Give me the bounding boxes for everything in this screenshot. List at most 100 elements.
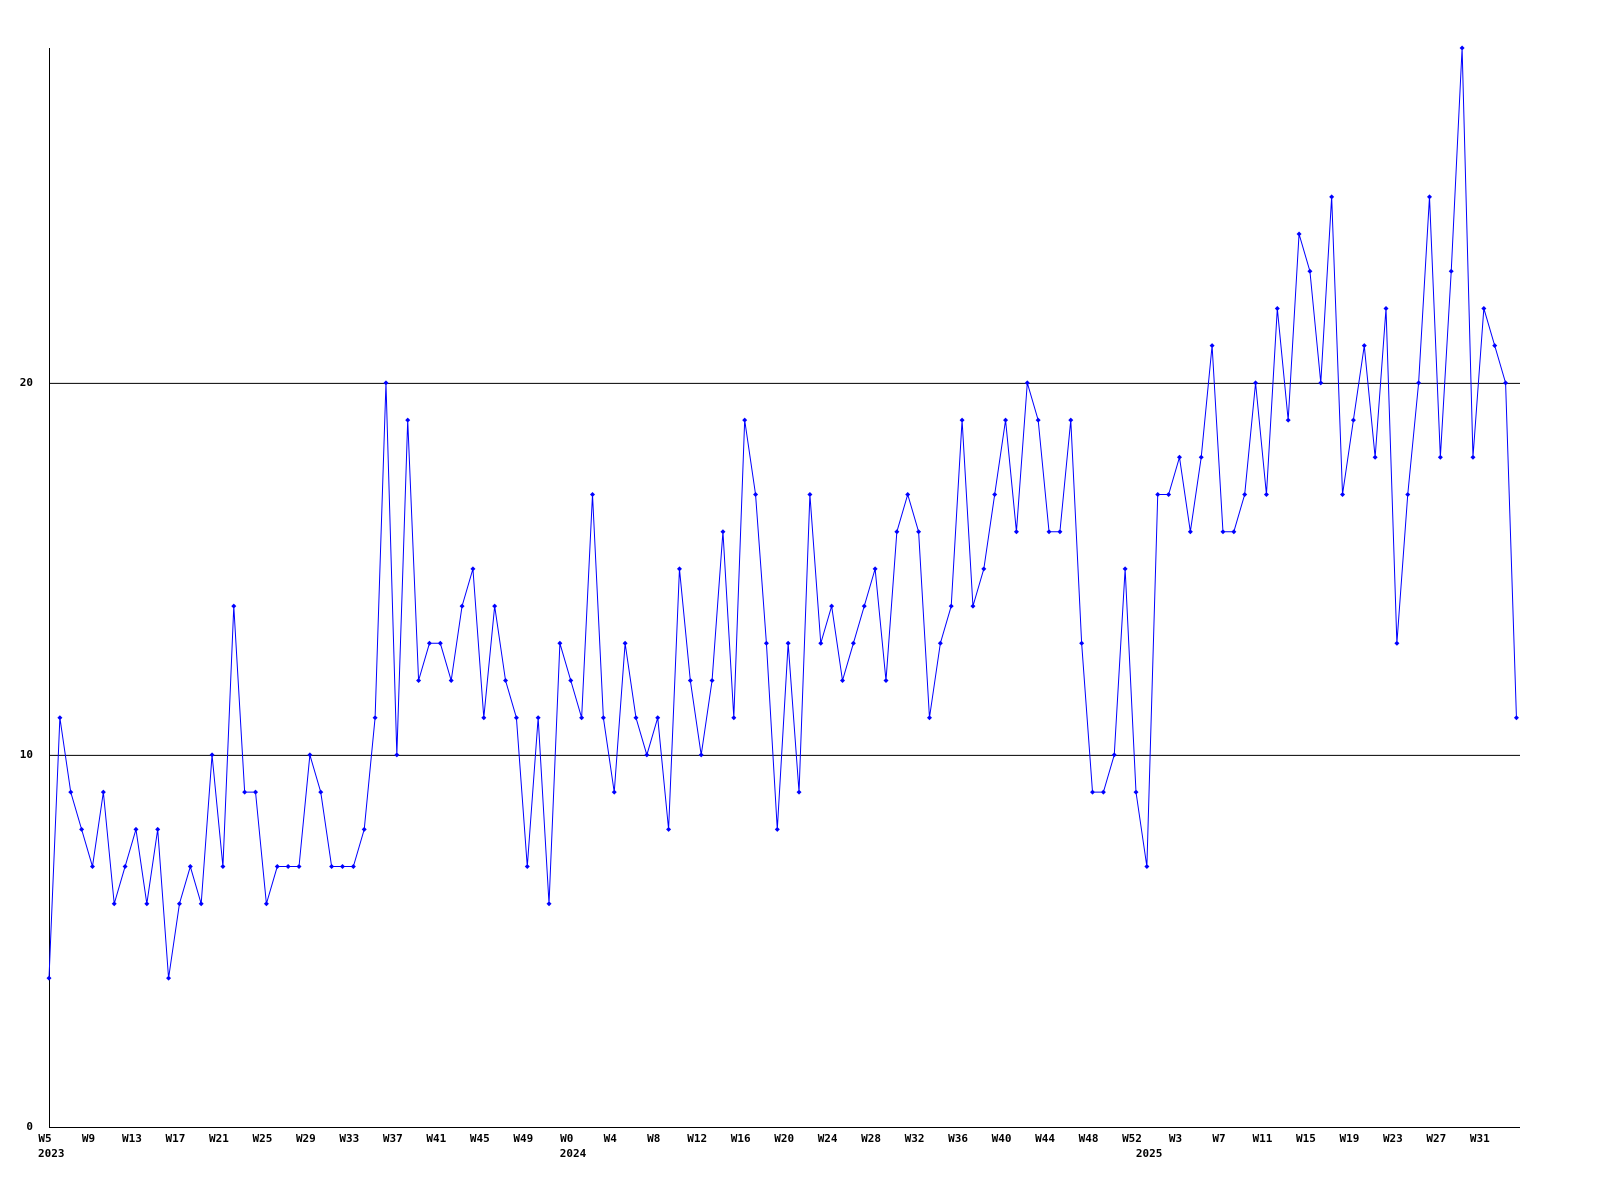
point-marker (1155, 491, 1161, 497)
point-marker (274, 864, 280, 870)
x-tick-label: W28 (861, 1132, 881, 1145)
x-tick-label: W31 (1470, 1132, 1490, 1145)
point-marker (133, 826, 139, 832)
point-marker (970, 603, 976, 609)
x-tick-label: W23 (1383, 1132, 1403, 1145)
point-marker (416, 678, 422, 684)
point-marker (926, 715, 932, 721)
point-marker (1209, 343, 1215, 349)
point-marker (1340, 491, 1346, 497)
point-marker (329, 864, 335, 870)
point-marker (1448, 268, 1454, 274)
x-tick-label: W37 (383, 1132, 403, 1145)
point-marker (1383, 305, 1389, 311)
point-marker (426, 640, 432, 646)
point-marker (231, 603, 237, 609)
point-marker (546, 901, 552, 907)
x-tick-label: W21 (209, 1132, 229, 1145)
y-tick-label: 10 (20, 748, 33, 761)
point-marker (676, 566, 682, 572)
point-marker (1503, 380, 1509, 386)
point-marker (187, 864, 193, 870)
point-marker (1133, 789, 1139, 795)
point-marker (850, 640, 856, 646)
x-tick-label: W20 (774, 1132, 794, 1145)
x-tick-label: W3 (1169, 1132, 1182, 1145)
point-marker (1481, 305, 1487, 311)
point-marker (1068, 417, 1074, 423)
point-marker (1296, 231, 1302, 237)
point-marker (1187, 529, 1193, 535)
point-marker (1437, 454, 1443, 460)
point-marker (492, 603, 498, 609)
x-tick-label: W45 (470, 1132, 490, 1145)
x-tick-label: W17 (166, 1132, 186, 1145)
point-marker (111, 901, 117, 907)
point-marker (774, 826, 780, 832)
y-tick-label: 20 (20, 376, 33, 389)
point-marker (372, 715, 378, 721)
point-marker (1285, 417, 1291, 423)
point-marker (622, 640, 628, 646)
point-marker (1035, 417, 1041, 423)
x-tick-label: W11 (1253, 1132, 1273, 1145)
point-marker (1253, 380, 1259, 386)
point-marker (285, 864, 291, 870)
x-tick-label: W44 (1035, 1132, 1055, 1145)
point-marker (742, 417, 748, 423)
point-marker (709, 678, 715, 684)
year-label: 2023 (38, 1147, 65, 1160)
point-marker (481, 715, 487, 721)
point-marker (405, 417, 411, 423)
x-tick-label: W41 (426, 1132, 446, 1145)
point-marker (818, 640, 824, 646)
line (48, 47, 1517, 979)
point-marker (524, 864, 530, 870)
point-marker (731, 715, 737, 721)
x-tick-label: W13 (122, 1132, 142, 1145)
x-tick-label: W5 (38, 1132, 51, 1145)
x-tick-label: W48 (1079, 1132, 1099, 1145)
point-marker (861, 603, 867, 609)
point-marker (79, 826, 85, 832)
point-marker (1361, 343, 1367, 349)
x-tick-label: W19 (1339, 1132, 1359, 1145)
point-marker (1003, 417, 1009, 423)
point-marker (198, 901, 204, 907)
point-marker (829, 603, 835, 609)
point-marker (1394, 640, 1400, 646)
point-marker (1122, 566, 1128, 572)
point-marker (176, 901, 182, 907)
x-tick-label: W15 (1296, 1132, 1316, 1145)
x-tick-label: W33 (339, 1132, 359, 1145)
point-marker (1372, 454, 1378, 460)
point-marker (916, 529, 922, 535)
x-tick-label: W7 (1212, 1132, 1225, 1145)
point-marker (296, 864, 302, 870)
point-marker (1090, 789, 1096, 795)
point-marker (100, 789, 106, 795)
x-tick-label: W0 (560, 1132, 573, 1145)
point-marker (894, 529, 900, 535)
point-marker (1350, 417, 1356, 423)
point-marker (166, 975, 172, 981)
point-marker (1024, 380, 1030, 386)
point-marker (1079, 640, 1085, 646)
y-tick-label: 0 (26, 1120, 33, 1133)
point-marker (1459, 45, 1465, 51)
point-marker (579, 715, 585, 721)
point-marker (209, 752, 215, 758)
point-marker (1242, 491, 1248, 497)
x-tick-label: W16 (731, 1132, 751, 1145)
point-marker (263, 901, 269, 907)
point-marker (155, 826, 161, 832)
x-tick-label: W32 (905, 1132, 925, 1145)
point-marker (1100, 789, 1106, 795)
point-marker (753, 491, 759, 497)
x-tick-label: W12 (687, 1132, 707, 1145)
x-tick-label: W8 (647, 1132, 660, 1145)
point-marker (448, 678, 454, 684)
x-tick-label: W49 (513, 1132, 533, 1145)
point-marker (698, 752, 704, 758)
point-marker (633, 715, 639, 721)
